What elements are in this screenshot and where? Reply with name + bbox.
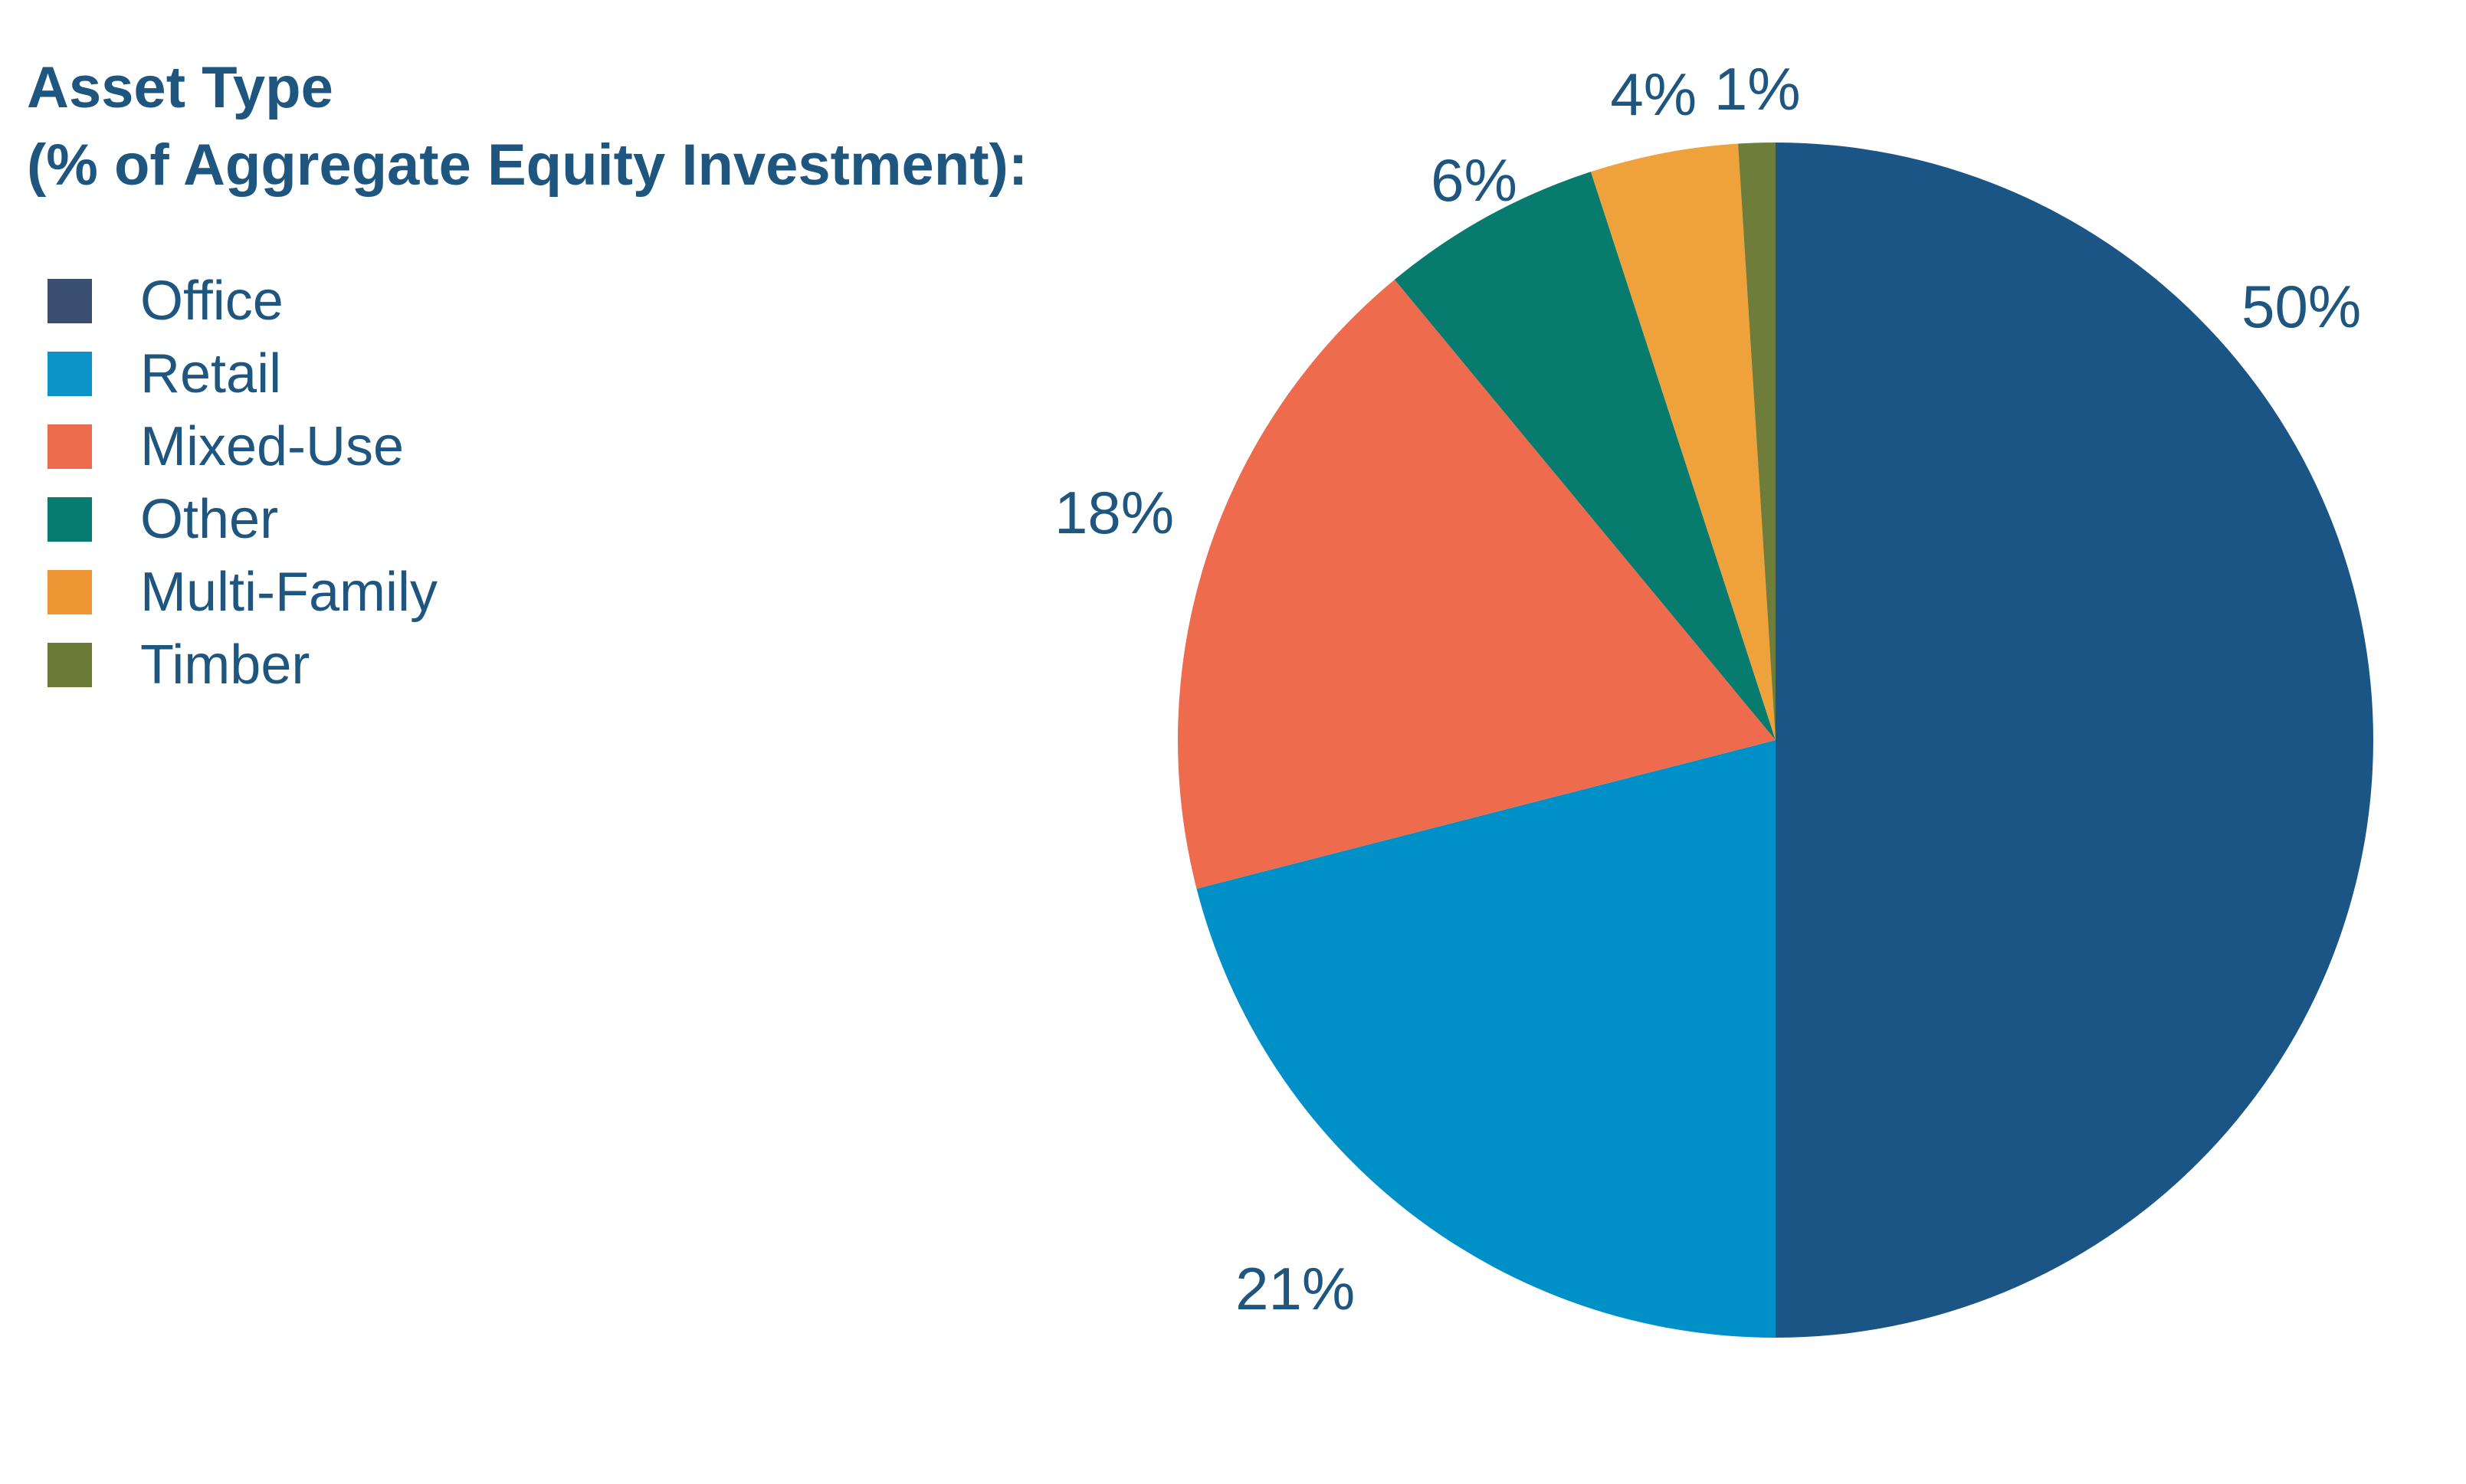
legend: Office Retail Mixed-Use Other Multi-Fami…	[48, 270, 438, 696]
legend-label: Retail	[140, 343, 282, 405]
chart-title: Asset Type (% of Aggregate Equity Invest…	[27, 49, 1028, 204]
legend-item: Timber	[48, 634, 438, 696]
legend-swatch	[48, 570, 92, 614]
legend-swatch	[48, 352, 92, 396]
pie-value-label-retail: 21%	[1235, 1254, 1356, 1322]
legend-item: Retail	[48, 343, 438, 405]
legend-item: Mixed-Use	[48, 416, 438, 477]
legend-swatch	[48, 279, 92, 323]
pie-slice-office	[1776, 143, 2373, 1338]
legend-label: Office	[140, 270, 284, 332]
legend-item: Office	[48, 270, 438, 332]
pie-slice-retail	[1196, 740, 1776, 1338]
legend-label: Mixed-Use	[140, 416, 405, 477]
legend-label: Multi-Family	[140, 562, 438, 623]
pie-slice-mixed-use	[1178, 280, 1776, 889]
chart-title-line1: Asset Type	[27, 55, 333, 120]
legend-swatch	[48, 424, 92, 469]
pie-slice-other	[1394, 172, 1776, 740]
legend-label: Timber	[140, 634, 310, 696]
pie-value-label-timber: 1%	[1713, 55, 1801, 123]
pie-slice-timber	[1738, 143, 1776, 740]
legend-swatch	[48, 497, 92, 542]
pie-value-label-mixed-use: 18%	[1054, 478, 1175, 546]
legend-item: Other	[48, 489, 438, 550]
chart-title-line2: (% of Aggregate Equity Investment):	[27, 133, 1028, 198]
legend-item: Multi-Family	[48, 562, 438, 623]
legend-label: Other	[140, 489, 279, 550]
pie-value-label-multi-family: 4%	[1610, 60, 1697, 128]
pie-value-label-office: 50%	[2241, 273, 2362, 341]
pie-value-label-other: 6%	[1431, 146, 1517, 215]
legend-swatch	[48, 643, 92, 687]
pie-slice-multi-family	[1590, 143, 1776, 741]
